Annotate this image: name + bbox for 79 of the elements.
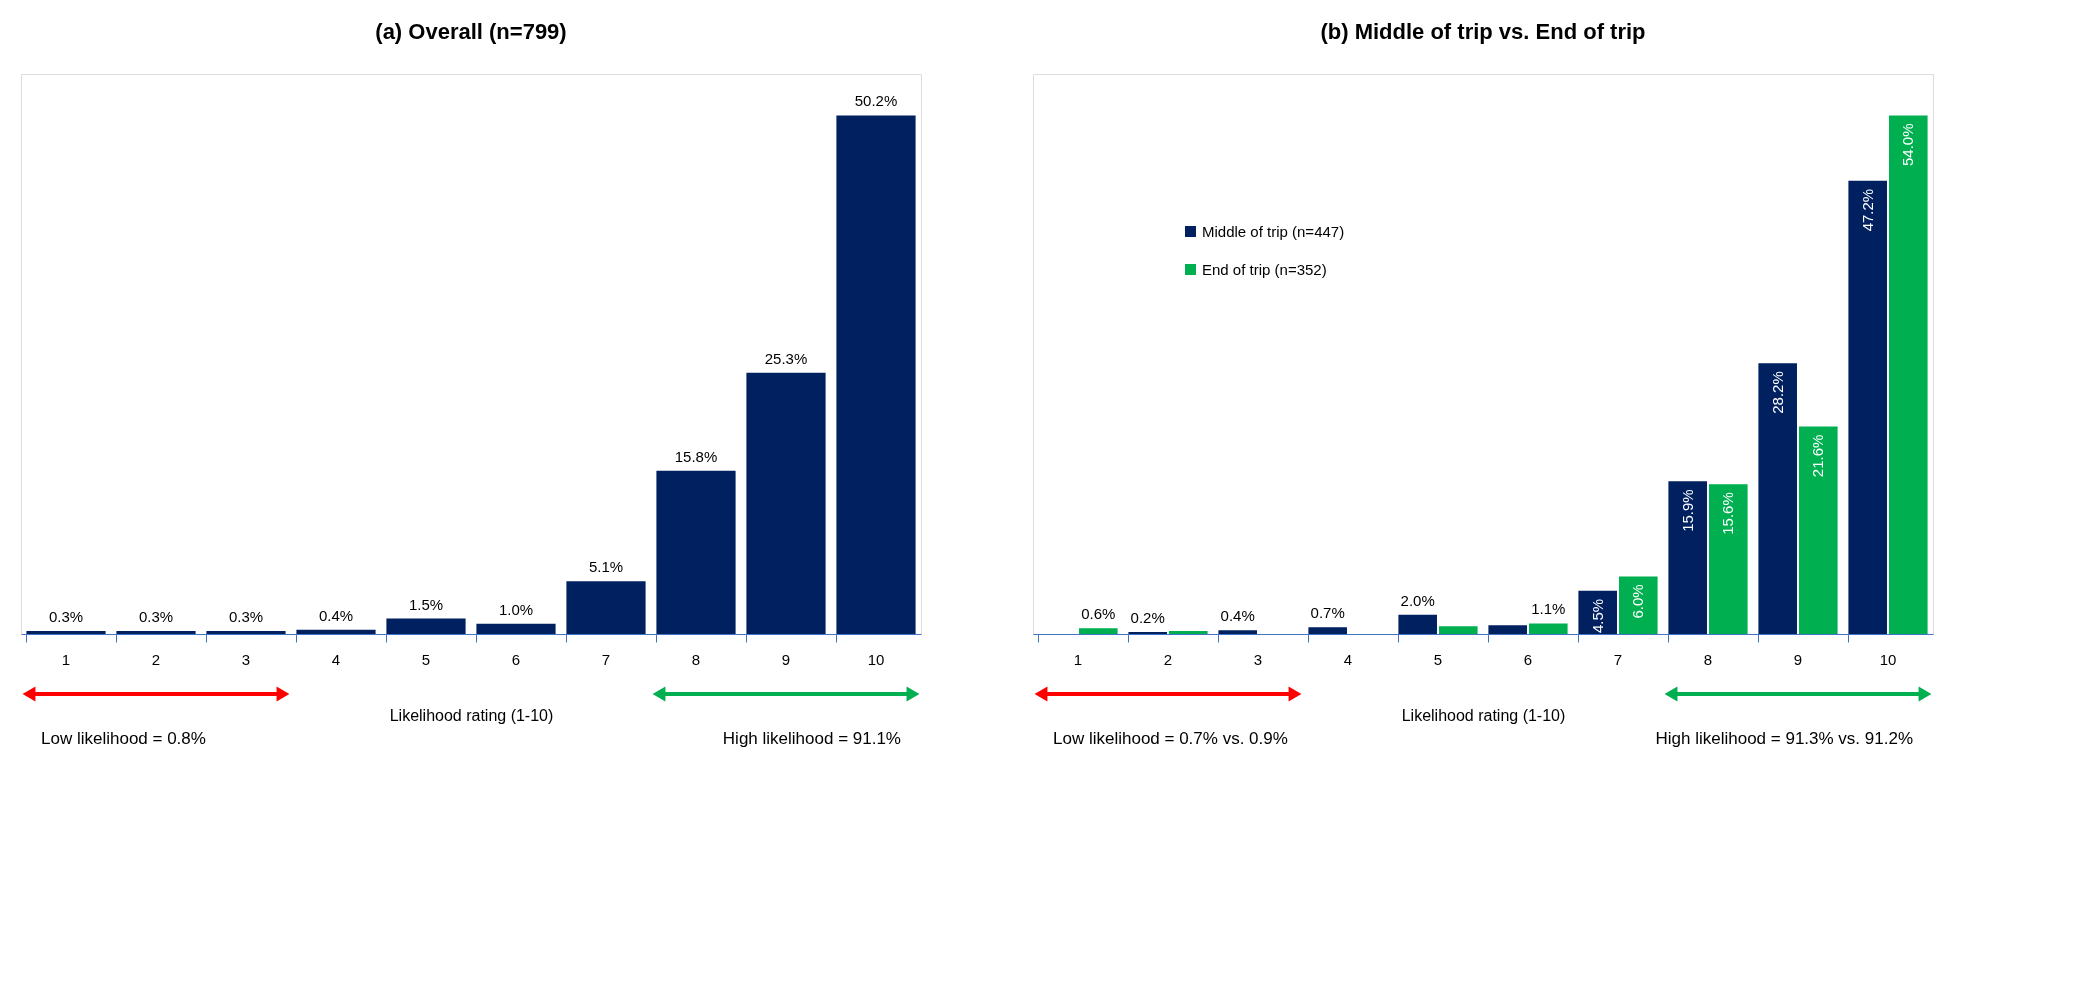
x-tick-label: 1 [1073, 650, 1083, 668]
x-tick-label: 3 [241, 650, 251, 668]
bar [1619, 576, 1658, 634]
x-tick-label: 3 [1253, 650, 1263, 668]
data-label: 5.1% [588, 558, 624, 576]
x-tick-label: 2 [151, 650, 161, 668]
data-label: 47.2% [1858, 188, 1876, 232]
text: Low likelihood = 0.7% vs. 0.9% [1053, 729, 1288, 748]
data-label: 0.3% [228, 607, 264, 625]
bar [1848, 180, 1887, 634]
data-label: 4.5% [1588, 598, 1606, 633]
legend-label: Middle of trip (n=447) [1202, 222, 1345, 240]
x-tick-label: 6 [1523, 650, 1533, 668]
bar [566, 581, 646, 634]
data-label: 2.0% [1400, 591, 1435, 609]
data-label: 25.3% [764, 349, 808, 367]
data-label: 0.2% [1130, 609, 1165, 627]
bar [1668, 481, 1707, 634]
text: Low likelihood = 0.8% [41, 729, 206, 748]
bar [476, 623, 556, 634]
text: High likelihood = 91.3% vs. 91.2% [1655, 729, 1913, 748]
x-tick-label: 7 [601, 650, 611, 668]
x-tick-label: 4 [331, 650, 341, 668]
chart-title: (a) Overall (n=799) [375, 19, 567, 44]
data-label: 6.0% [1629, 584, 1647, 619]
data-label: 50.2% [854, 92, 898, 110]
bar [1799, 426, 1838, 634]
x-tick-label: 8 [691, 650, 701, 668]
x-axis-title: Likelihood rating (1-10) [1401, 706, 1566, 724]
x-tick-label: 5 [421, 650, 431, 668]
bar [836, 115, 916, 634]
data-label: 1.1% [1531, 600, 1566, 618]
bar [26, 630, 106, 634]
data-label: 21.6% [1809, 434, 1827, 478]
data-label: 28.2% [1768, 371, 1786, 414]
x-tick-label: 8 [1703, 650, 1713, 668]
chart-title: (b) Middle of trip vs. End of trip [1320, 19, 1646, 44]
data-label: 0.4% [318, 606, 354, 624]
x-tick-label: 2 [1163, 650, 1173, 668]
bar [116, 630, 196, 634]
bar [1889, 115, 1928, 634]
data-label: 15.8% [674, 447, 718, 465]
x-tick-label: 10 [867, 650, 885, 668]
data-label: 0.7% [1310, 604, 1345, 622]
bar [1488, 625, 1527, 634]
x-tick-label: 1 [61, 650, 71, 668]
bar [1169, 631, 1208, 634]
bar [1079, 628, 1118, 634]
bar [1398, 614, 1437, 634]
data-label: 0.4% [1220, 607, 1255, 625]
text: High likelihood = 91.1% [722, 729, 901, 748]
bar [656, 470, 736, 634]
bar [1529, 623, 1568, 634]
data-label: 54.0% [1899, 123, 1917, 167]
data-label: 1.0% [498, 600, 534, 618]
bar [1439, 626, 1478, 634]
x-tick-label: 10 [1879, 650, 1897, 668]
data-label: 15.9% [1678, 489, 1696, 532]
data-label: 15.6% [1719, 492, 1737, 535]
x-tick-label: 7 [1613, 650, 1623, 668]
bar [386, 618, 466, 634]
x-tick-label: 6 [511, 650, 521, 668]
bar [206, 630, 286, 634]
bar [746, 372, 826, 634]
bar [1709, 484, 1748, 634]
bar [1308, 627, 1347, 634]
x-tick-label: 4 [1343, 650, 1353, 668]
x-tick-label: 9 [1793, 650, 1803, 668]
x-tick-label: 5 [1433, 650, 1443, 668]
data-label: 0.3% [48, 607, 84, 625]
bar [1218, 630, 1257, 634]
x-tick-label: 9 [781, 650, 791, 668]
legend-label: End of trip (n=352) [1202, 260, 1327, 278]
bar [296, 629, 376, 634]
data-label: 0.6% [1081, 605, 1116, 623]
data-label: 0.3% [138, 607, 174, 625]
bar [1758, 363, 1797, 634]
data-label: 1.5% [408, 595, 444, 613]
x-axis-title: Likelihood rating (1-10) [389, 706, 554, 724]
